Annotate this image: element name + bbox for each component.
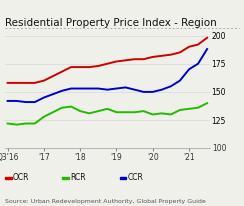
Text: RCR: RCR	[70, 173, 86, 182]
Text: Residential Property Price Index - Region: Residential Property Price Index - Regio…	[5, 18, 217, 28]
Text: OCR: OCR	[13, 173, 30, 182]
Text: 100: 100	[212, 144, 226, 153]
Text: CCR: CCR	[128, 173, 144, 182]
FancyBboxPatch shape	[120, 177, 126, 179]
FancyBboxPatch shape	[62, 177, 69, 179]
Text: Source: Urban Redevelopment Authority, Global Property Guide: Source: Urban Redevelopment Authority, G…	[5, 199, 206, 204]
FancyBboxPatch shape	[5, 177, 11, 179]
